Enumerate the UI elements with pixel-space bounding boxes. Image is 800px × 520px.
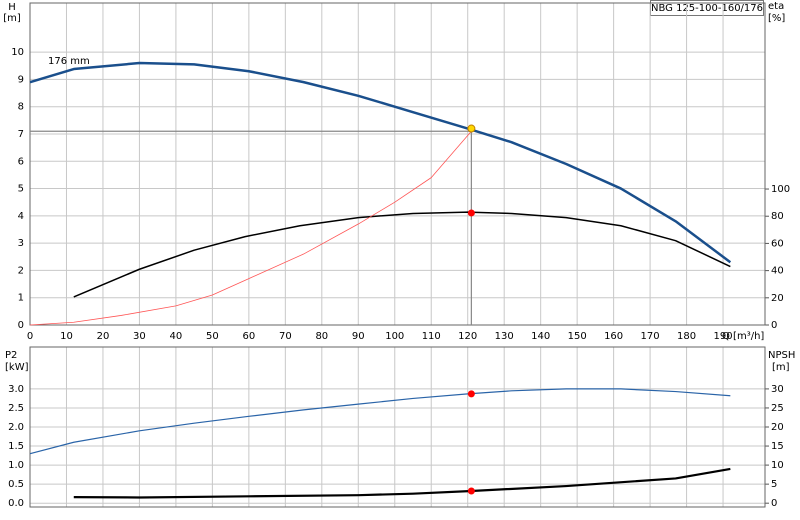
x-tick-label: 180 [677,331,696,342]
curve [73,467,731,499]
y2-tick-label: 10 [771,460,784,471]
y2-tick-label: 0 [771,498,777,509]
operating-point [467,124,476,133]
y2-tick-label: 30 [771,384,784,395]
y-tick-label: 0 [18,320,24,331]
y2-tick-label: 80 [771,211,784,222]
y-tick-label: 3 [18,238,24,249]
y-tick-label: 1.5 [8,441,24,452]
x-tick-label: 10 [60,331,73,342]
y-axis-label: P2 [5,350,17,361]
x-tick-label: 0 [27,331,33,342]
x-tick-label: 100 [385,331,404,342]
y-tick-label: 0.0 [8,498,24,509]
y-tick-label: 2 [18,265,24,276]
operating-point [467,209,475,217]
y-tick-label: 9 [18,74,24,85]
x-tick-label: 60 [242,331,255,342]
y-tick-label: 5 [18,184,24,195]
x-tick-label: 150 [568,331,587,342]
x-tick-label: 120 [458,331,477,342]
operating-point [467,390,475,398]
curve [73,211,731,298]
y2-tick-label: 60 [771,238,784,249]
curve-label: 176 mm [48,56,90,67]
x-tick-label: 110 [422,331,441,342]
y-tick-label: 6 [18,156,24,167]
y2-axis-unit: [m] [772,362,790,373]
x-tick-label: 20 [97,331,110,342]
y-tick-label: 8 [18,102,24,113]
y2-tick-label: 20 [771,422,784,433]
x-tick-label: 30 [133,331,146,342]
y-tick-label: 1.0 [8,460,24,471]
y2-tick-label: 20 [771,293,784,304]
y2-axis-label: eta [768,1,784,12]
y-tick-label: 1 [18,293,24,304]
y2-axis-unit: [%] [768,13,785,24]
curve [29,61,732,264]
x-tick-label: 40 [170,331,183,342]
x-tick-label: 70 [279,331,292,342]
y-tick-label: 10 [11,47,24,58]
y2-tick-label: 5 [771,479,777,490]
x-tick-label: 80 [315,331,328,342]
x-tick-label: 170 [641,331,660,342]
y-axis-unit: [kW] [5,362,29,373]
curve [29,388,731,455]
y2-tick-label: 25 [771,403,784,414]
y2-tick-label: 15 [771,441,784,452]
curve [29,130,472,326]
operating-point [467,487,475,495]
x-tick-label: 140 [531,331,550,342]
y2-axis-label: NPSH [768,350,795,361]
y2-tick-label: 40 [771,266,784,277]
chart-title: NBG 125-100-160/176 [651,3,763,14]
x-tick-label: 190 [714,331,733,342]
y2-tick-label: 0 [771,320,777,331]
y2-tick-label: 100 [771,184,790,195]
y-tick-label: 0.5 [8,479,24,490]
y-tick-label: 7 [18,129,24,140]
y-axis-unit: [m] [3,13,21,24]
plot-frame [29,2,766,326]
y-tick-label: 4 [18,211,24,222]
x-tick-label: 160 [604,331,623,342]
y-tick-label: 2.0 [8,422,24,433]
x-tick-label: 130 [495,331,514,342]
y-axis-label: H [8,2,16,13]
y-tick-label: 2.5 [8,403,24,414]
x-tick-label: 50 [206,331,219,342]
x-axis-label: Q [m³/h] [722,331,764,342]
plot-frame [29,346,766,508]
x-tick-label: 90 [352,331,365,342]
y-tick-label: 3.0 [8,384,24,395]
